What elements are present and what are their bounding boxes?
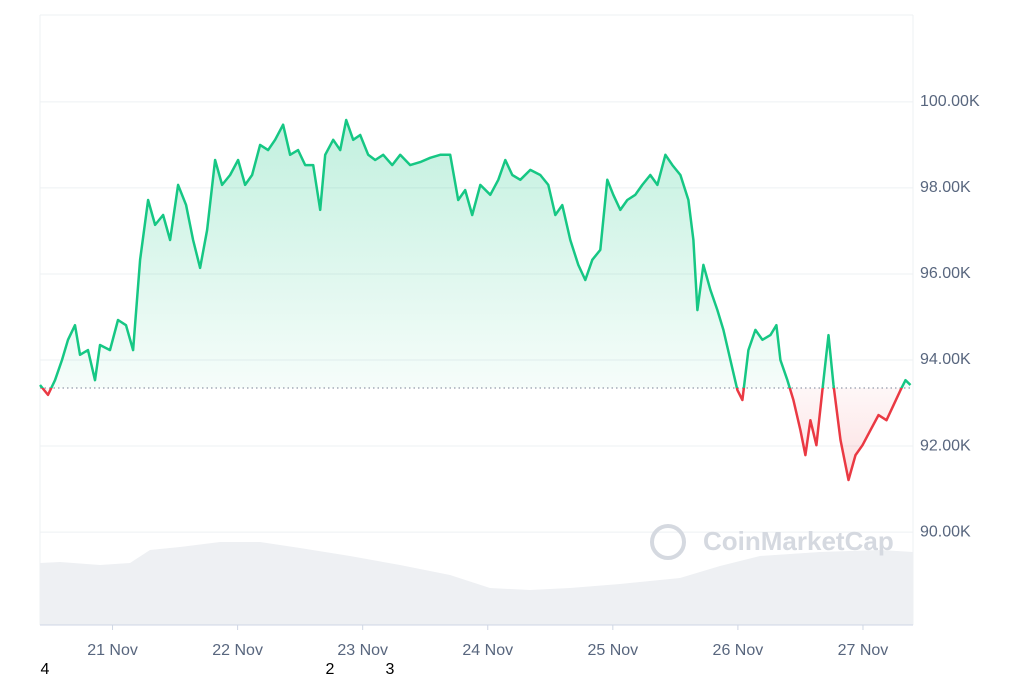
y-tick-label: 92.00K (920, 437, 971, 454)
price-line (39, 118, 912, 482)
volume-area (40, 542, 913, 625)
y-tick-label: 98.00K (920, 179, 971, 196)
footnote: 2 (326, 661, 335, 678)
y-tick-label: 96.00K (920, 265, 971, 282)
footnote: 4 (41, 661, 50, 678)
price-area (40, 120, 911, 480)
y-tick-label: 100.00K (920, 93, 980, 110)
x-tick-label: 27 Nov (838, 642, 889, 659)
y-tick-label: 94.00K (920, 351, 971, 368)
watermark: CoinMarketCap (650, 524, 894, 560)
x-tick-label: 21 Nov (87, 642, 138, 659)
watermark-text: CoinMarketCap (703, 526, 894, 556)
x-tick-label: 23 Nov (337, 642, 388, 659)
x-tick-label: 22 Nov (212, 642, 263, 659)
y-tick-label: 90.00K (920, 523, 971, 540)
watermark-logo (650, 524, 686, 560)
x-tick-label: 24 Nov (462, 642, 513, 659)
x-tick-label: 26 Nov (713, 642, 764, 659)
footnote: 3 (386, 661, 395, 678)
x-tick-label: 25 Nov (587, 642, 638, 659)
